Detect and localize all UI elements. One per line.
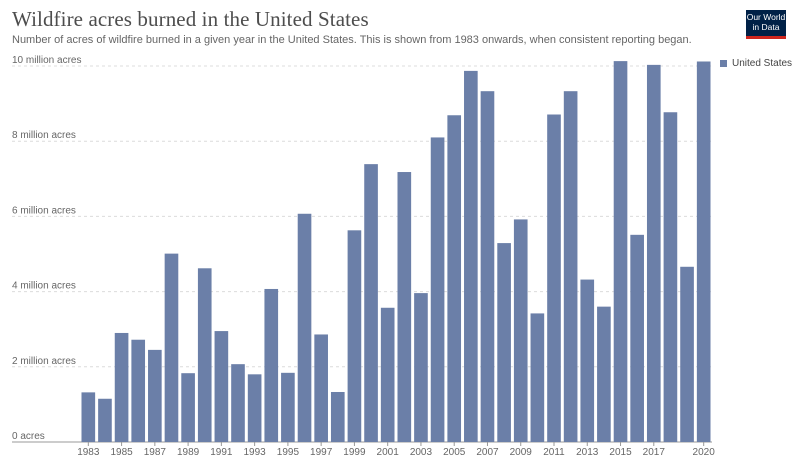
bar-2000[interactable] <box>364 164 378 443</box>
bar-2014[interactable] <box>597 306 611 442</box>
y-tick-label: 6 million acres <box>12 205 76 216</box>
bar-1995[interactable] <box>281 372 295 442</box>
bar-2009[interactable] <box>513 219 528 442</box>
bar-2008[interactable] <box>497 243 511 442</box>
x-tick-label: 2020 <box>693 447 716 458</box>
bar-1991[interactable] <box>214 331 229 442</box>
bar-1999[interactable] <box>347 230 362 442</box>
legend-label: United States <box>732 58 793 69</box>
bar-1992[interactable] <box>231 364 245 442</box>
x-tick-label: 1987 <box>144 447 167 458</box>
bar-2001[interactable] <box>380 307 395 442</box>
y-tick-label: 4 million acres <box>12 281 76 292</box>
logo-line-2: in Data <box>752 21 780 32</box>
bar-1997[interactable] <box>314 334 328 442</box>
x-tick-label: 2013 <box>576 447 599 458</box>
chart-title: Wildfire acres burned in the United Stat… <box>12 7 369 31</box>
bar-1996[interactable] <box>297 213 312 442</box>
x-tick-label: 1991 <box>210 447 233 458</box>
bar-2010[interactable] <box>530 313 545 442</box>
bar-1987[interactable] <box>148 349 162 442</box>
bar-2003[interactable] <box>414 293 428 442</box>
x-tick-label: 2005 <box>443 447 466 458</box>
x-tick-label: 2015 <box>609 447 632 458</box>
x-tick-label: 2007 <box>476 447 499 458</box>
bar-2020[interactable] <box>696 61 711 442</box>
bar-2015[interactable] <box>613 61 628 442</box>
owid-logo[interactable]: Our World in Data <box>746 10 786 39</box>
bar-2016[interactable] <box>630 234 644 442</box>
bar-2007[interactable] <box>480 91 495 442</box>
x-tick-label: 2009 <box>510 447 533 458</box>
bar-2002[interactable] <box>397 172 412 443</box>
bar-2017[interactable] <box>646 64 661 442</box>
grid-layer <box>12 65 712 443</box>
bar-1998[interactable] <box>330 391 345 442</box>
bar-2019[interactable] <box>680 266 694 442</box>
legend-swatch <box>720 60 727 67</box>
x-tick-label: 2003 <box>410 447 433 458</box>
bar-2004[interactable] <box>430 137 445 442</box>
x-tick-label: 2017 <box>643 447 666 458</box>
bar-2018[interactable] <box>663 112 678 443</box>
bar-1994[interactable] <box>264 288 279 442</box>
bar-1985[interactable] <box>114 332 129 442</box>
x-tick-label: 1999 <box>343 447 366 458</box>
bar-2013[interactable] <box>580 279 595 442</box>
x-tick-label: 1989 <box>177 447 200 458</box>
bar-1993[interactable] <box>247 374 262 442</box>
x-axis-ticks: 1983 1985 1987 1989 1991 1993 1995 1997 1999 2001… <box>77 442 715 458</box>
x-tick-label: 2011 <box>543 447 565 458</box>
y-tick-label: 10 million acres <box>12 55 81 66</box>
y-tick-label: 2 million acres <box>12 356 76 367</box>
bar-1989[interactable] <box>181 373 195 442</box>
bar-2005[interactable] <box>447 115 462 443</box>
y-axis-ticks: 0 acres 2 million acres 4 million acres 6 m… <box>12 55 81 442</box>
bar-2012[interactable] <box>563 91 578 442</box>
bar-1983[interactable] <box>81 392 96 442</box>
bar-1990[interactable] <box>197 268 212 442</box>
bar-1988[interactable] <box>164 253 179 442</box>
x-tick-label: 2001 <box>377 447 400 458</box>
bars <box>81 61 711 443</box>
legend[interactable]: United States <box>720 58 792 69</box>
x-tick-label: 1993 <box>244 447 267 458</box>
x-tick-label: 1985 <box>110 447 133 458</box>
y-tick-label: 0 acres <box>12 431 45 442</box>
bar-1986[interactable] <box>131 339 146 442</box>
logo-line-1: Our World <box>746 12 786 22</box>
x-tick-label: 1983 <box>77 447 100 458</box>
chart-subtitle: Number of acres of wildfire burned in a … <box>12 34 692 46</box>
bar-2011[interactable] <box>547 114 561 442</box>
x-tick-label: 1995 <box>277 447 300 458</box>
y-tick-label: 8 million acres <box>12 130 76 141</box>
x-tick-label: 1997 <box>310 447 333 458</box>
bar-2006[interactable] <box>464 70 478 442</box>
bar-1984[interactable] <box>98 398 112 442</box>
